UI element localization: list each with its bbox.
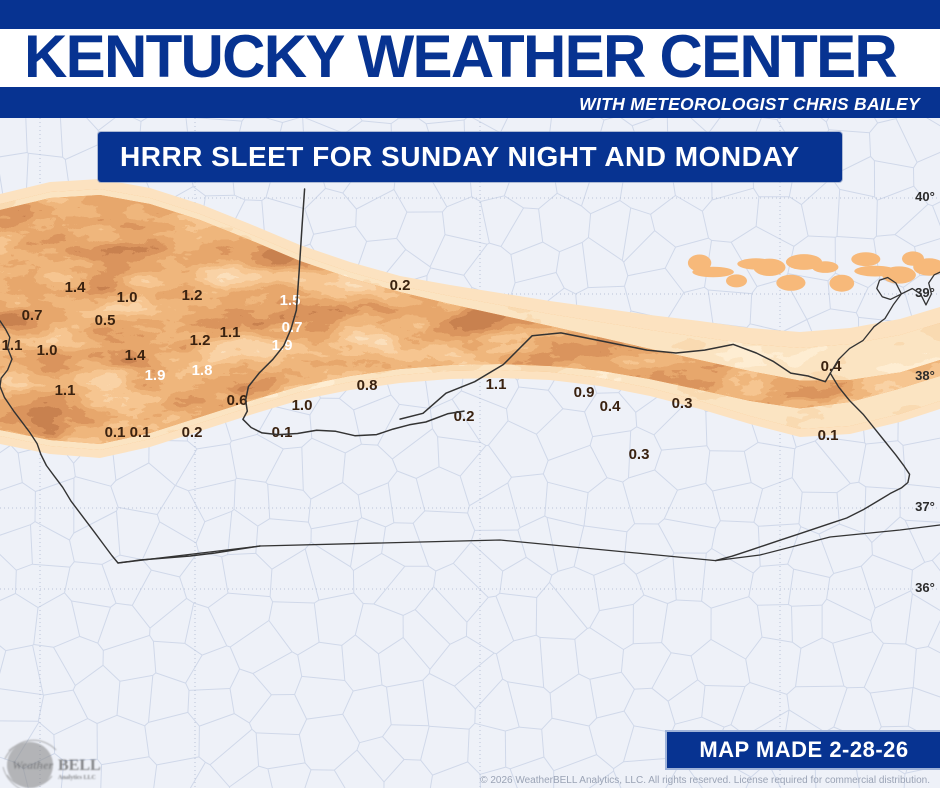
svg-text:1.0: 1.0 <box>117 289 138 306</box>
svg-text:0.1: 0.1 <box>818 427 839 444</box>
svg-text:1.1: 1.1 <box>486 376 507 393</box>
svg-text:0.2: 0.2 <box>390 277 411 294</box>
svg-text:1.1: 1.1 <box>220 324 241 341</box>
svg-text:36°: 36° <box>915 580 935 595</box>
svg-text:Analytics LLC: Analytics LLC <box>58 775 96 781</box>
svg-text:1.9: 1.9 <box>145 367 166 384</box>
svg-text:0.3: 0.3 <box>629 446 650 463</box>
svg-text:0.9: 0.9 <box>574 384 595 401</box>
svg-text:0.4: 0.4 <box>600 398 622 415</box>
svg-text:38°: 38° <box>915 368 935 383</box>
svg-text:0.6: 0.6 <box>227 392 248 409</box>
svg-text:0.8: 0.8 <box>357 377 378 394</box>
svg-text:1.8: 1.8 <box>192 362 213 379</box>
svg-text:BELL: BELL <box>58 757 101 774</box>
svg-text:1.9: 1.9 <box>272 337 293 354</box>
svg-text:40°: 40° <box>915 189 935 204</box>
svg-text:37°: 37° <box>915 499 935 514</box>
svg-text:0.2: 0.2 <box>182 424 203 441</box>
svg-text:0.1: 0.1 <box>272 424 293 441</box>
svg-text:1.0: 1.0 <box>37 342 58 359</box>
svg-text:0.7: 0.7 <box>22 307 43 324</box>
svg-text:1.1: 1.1 <box>55 382 76 399</box>
svg-text:0.1: 0.1 <box>105 424 126 441</box>
svg-text:1.4: 1.4 <box>65 279 87 296</box>
svg-text:0.3: 0.3 <box>672 395 693 412</box>
svg-text:1.1: 1.1 <box>2 337 23 354</box>
svg-text:1.2: 1.2 <box>190 332 211 349</box>
svg-text:1.2: 1.2 <box>182 287 203 304</box>
svg-text:0.1: 0.1 <box>130 424 151 441</box>
svg-text:1.0: 1.0 <box>292 397 313 414</box>
svg-text:0.5: 0.5 <box>95 312 116 329</box>
svg-text:Weather: Weather <box>12 758 53 772</box>
svg-text:1.4: 1.4 <box>125 347 147 364</box>
